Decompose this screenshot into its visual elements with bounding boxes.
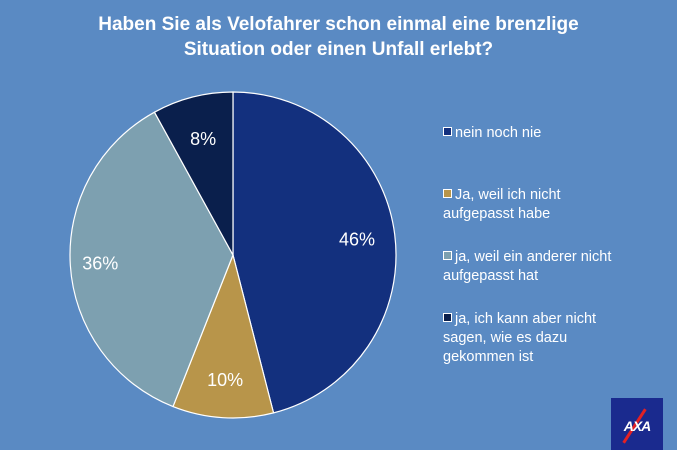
legend-swatch-1	[443, 127, 452, 136]
pie-data-label-3: 36%	[82, 253, 118, 273]
legend-item-2-line-2: aufgepasst habe	[443, 205, 673, 224]
legend-item-4-line-1: ja, ich kann aber nicht	[443, 310, 673, 329]
pie-slice-1	[232, 91, 397, 414]
pie-data-label-1: 46%	[339, 229, 375, 249]
legend-item-3-line-2: aufgepasst hat	[443, 267, 673, 286]
axa-logo-text: AXA	[623, 418, 652, 434]
legend-swatch-2	[443, 189, 452, 198]
legend-label: gekommen ist	[443, 349, 534, 365]
legend-item-1-line-1: nein noch nie	[443, 124, 673, 143]
legend-label: ja, ich kann aber nicht	[455, 311, 597, 327]
legend-item-2-line-1: Ja, weil ich nicht	[443, 186, 673, 205]
legend-label: nein noch nie	[455, 125, 542, 141]
legend-item-4: ja, ich kann aber nicht sagen, wie es daz…	[443, 310, 673, 367]
legend-item-1: nein noch nie	[443, 124, 673, 143]
legend-label: sagen, wie es dazu	[443, 330, 568, 346]
pie-slices	[69, 91, 397, 419]
chart-title-line-2: Situation oder einen Unfall erlebt?	[183, 39, 494, 60]
pie-slice-3	[69, 111, 234, 408]
pie-data-label-2: 10%	[207, 370, 243, 390]
pie-data-label-4: 8%	[190, 129, 216, 149]
legend-swatch-4	[443, 313, 452, 322]
legend-label: aufgepasst hat	[443, 268, 539, 284]
pie-slice-2	[172, 254, 275, 419]
legend-item-4-line-3: gekommen ist	[443, 348, 673, 367]
pie-slice-4	[153, 91, 234, 256]
legend-item-3-line-1: ja, weil ein anderer nicht	[443, 248, 673, 267]
pie-labels: 46% 10% 36% 8%	[82, 129, 375, 390]
legend-label: Ja, weil ich nicht	[455, 187, 561, 203]
chart-title: Haben Sie als Velofahrer schon einmal ei…	[0, 12, 677, 62]
legend-item-3: ja, weil ein anderer nicht aufgepasst hat	[443, 248, 673, 286]
legend-item-2: Ja, weil ich nicht aufgepasst habe	[443, 186, 673, 224]
chart-title-line-1: Haben Sie als Velofahrer schon einmal ei…	[98, 14, 579, 35]
axa-logo: AXA	[611, 398, 663, 450]
legend-label: aufgepasst habe	[443, 206, 551, 222]
legend-item-4-line-2: sagen, wie es dazu	[443, 329, 673, 348]
legend-label: ja, weil ein anderer nicht	[455, 249, 612, 265]
legend-swatch-3	[443, 251, 452, 260]
